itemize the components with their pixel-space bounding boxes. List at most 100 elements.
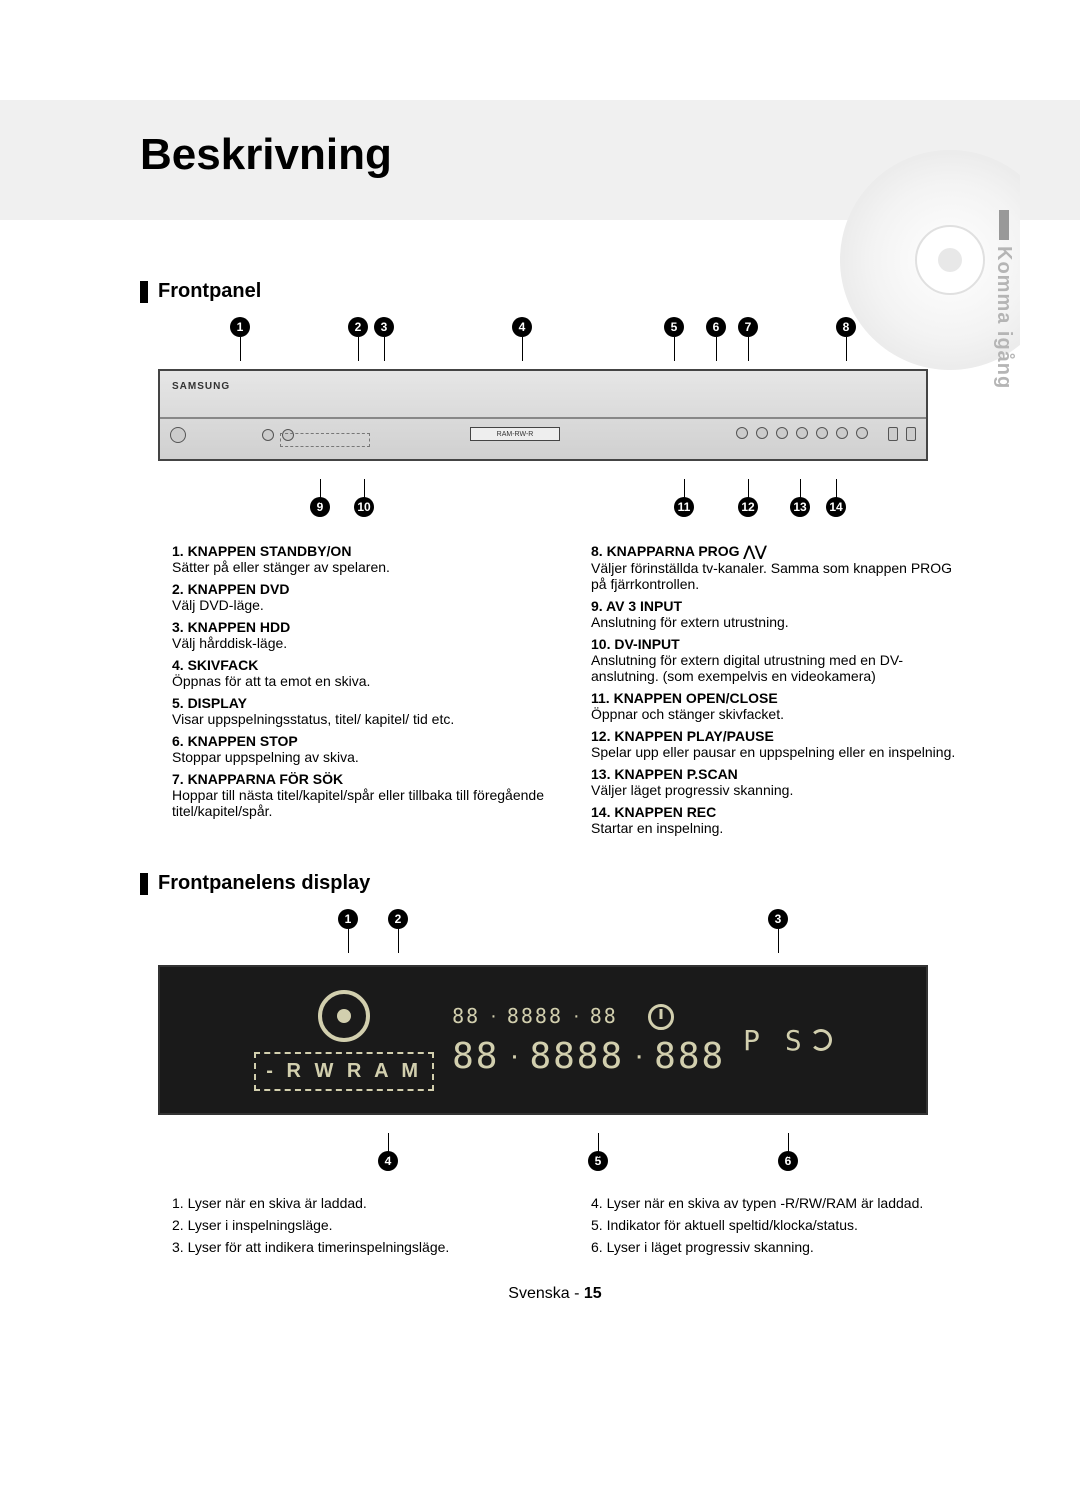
page-footer: Svenska - 15	[140, 1285, 970, 1303]
stop-btn-icon	[756, 427, 768, 439]
callout-bubble: 2	[348, 317, 368, 337]
key-item-title: 9. AV 3 INPUT	[591, 598, 970, 614]
callout-leader	[748, 479, 749, 503]
rw-ram-indicator: - R W R A M	[254, 1052, 434, 1091]
key-item-desc: Välj hårddisk-läge.	[172, 635, 551, 651]
callout-leader	[788, 1133, 789, 1157]
key-item-desc: Anslutning för extern digital utrustning…	[591, 652, 970, 684]
side-tab-bar	[999, 210, 1009, 240]
callout-leader	[778, 929, 779, 953]
callout-bubble: 3	[374, 317, 394, 337]
disc-tray-label: RAM-RW-R	[470, 427, 560, 441]
key-item-title: 6. KNAPPEN STOP	[172, 733, 551, 749]
key-item: 13. KNAPPEN P.SCANVäljer läget progressi…	[591, 766, 970, 798]
frontpanel-key-right: 8. KNAPPARNA PROG ⋀⋁Väljer förinställda …	[591, 543, 970, 842]
display-key: 1. Lyser när en skiva är laddad.2. Lyser…	[172, 1195, 970, 1261]
page: Beskrivning Komma igång Frontpanel 12345…	[0, 0, 1080, 1487]
section-bar	[140, 281, 148, 303]
key-item: 8. KNAPPARNA PROG ⋀⋁Väljer förinställda …	[591, 543, 970, 592]
display-box: - R W R A M 88 · 8888 · 88 88 · 8888 ·	[158, 965, 928, 1115]
av3-dv-port-group	[280, 433, 370, 447]
display-key-left: 1. Lyser när en skiva är laddad.2. Lyser…	[172, 1195, 551, 1261]
key-item: 9. AV 3 INPUTAnslutning för extern utrus…	[591, 598, 970, 630]
disc-indicator-icon	[318, 990, 370, 1042]
key-item-title: 10. DV-INPUT	[591, 636, 970, 652]
key-item: 12. KNAPPEN PLAY/PAUSESpelar upp eller p…	[591, 728, 970, 760]
key-item-desc: Hoppar till nästa titel/kapitel/spår ell…	[172, 787, 551, 819]
callout-bubble: 5	[664, 317, 684, 337]
key-item: 7. KNAPPARNA FÖR SÖKHoppar till nästa ti…	[172, 771, 551, 819]
frontpanel-callouts-bottom: 91011121314	[158, 497, 928, 523]
key-item-title: 4. SKIVFACK	[172, 657, 551, 673]
key-item-title: 11. KNAPPEN OPEN/CLOSE	[591, 690, 970, 706]
key-line: 3. Lyser för att indikera timerinspelnin…	[172, 1239, 551, 1255]
callout-leader	[398, 929, 399, 953]
callout-leader	[348, 929, 349, 953]
callout-leader	[748, 337, 749, 361]
play-btn-icon	[796, 427, 808, 439]
key-item: 1. KNAPPEN STANDBY/ONSätter på eller stä…	[172, 543, 551, 575]
key-item-title: 12. KNAPPEN PLAY/PAUSE	[591, 728, 970, 744]
seg-big: 8888	[529, 1036, 624, 1077]
key-item: 14. KNAPPEN RECStartar en inspelning.	[591, 804, 970, 836]
prog-dn-icon	[906, 427, 916, 441]
key-item: 4. SKIVFACKÖppnas för att ta emot en ski…	[172, 657, 551, 689]
key-line: 4. Lyser när en skiva av typen -R/RW/RAM…	[591, 1195, 970, 1211]
key-item-desc: Öppnar och stänger skivfacket.	[591, 706, 970, 722]
seg-small: 88	[452, 1004, 480, 1030]
ps-ring-icon	[810, 1029, 832, 1051]
section-display-title: Frontpanelens display	[140, 872, 970, 895]
key-item-desc: Spelar upp eller pausar en uppspelning e…	[591, 744, 970, 760]
callout-bubble: 7	[738, 317, 758, 337]
section-bar	[140, 873, 148, 895]
key-item-title: 7. KNAPPARNA FÖR SÖK	[172, 771, 551, 787]
pscan-btn-icon	[836, 427, 848, 439]
dvd-btn-icon	[262, 429, 274, 441]
callout-bubble: 4	[512, 317, 532, 337]
key-item-title: 3. KNAPPEN HDD	[172, 619, 551, 635]
callout-leader	[836, 479, 837, 503]
key-item: 3. KNAPPEN HDDVälj hårddisk-läge.	[172, 619, 551, 651]
side-tab: Komma igång	[992, 210, 1015, 389]
seg-small: 88	[590, 1004, 618, 1030]
section-text: Frontpanel	[158, 280, 261, 303]
callout-bubble: 1	[338, 909, 358, 929]
callout-bubble: 8	[836, 317, 856, 337]
key-item-title: 5. DISPLAY	[172, 695, 551, 711]
key-item-desc: Väljer förinställda tv-kanaler. Samma so…	[591, 560, 970, 592]
key-line: 2. Lyser i inspelningsläge.	[172, 1217, 551, 1233]
callout-leader	[598, 1133, 599, 1157]
callout-leader	[384, 337, 385, 361]
callout-bubble: 6	[706, 317, 726, 337]
footer-page: 15	[584, 1285, 602, 1302]
display-callouts-top: 123	[158, 909, 928, 935]
key-line: 5. Indikator för aktuell speltid/klocka/…	[591, 1217, 970, 1233]
key-line: 6. Lyser i läget progressiv skanning.	[591, 1239, 970, 1255]
device-box: SAMSUNG RAM-RW-R	[158, 369, 928, 461]
open-btn-icon	[736, 427, 748, 439]
footer-sep: -	[570, 1285, 584, 1302]
device-rail	[160, 417, 926, 419]
key-item-title: 8. KNAPPARNA PROG ⋀⋁	[591, 543, 970, 560]
key-item: 11. KNAPPEN OPEN/CLOSEÖppnar och stänger…	[591, 690, 970, 722]
seg-big: 888	[654, 1036, 725, 1077]
key-item: 6. KNAPPEN STOPStoppar uppspelning av sk…	[172, 733, 551, 765]
key-item-desc: Välj DVD-läge.	[172, 597, 551, 613]
key-item-title: 2. KNAPPEN DVD	[172, 581, 551, 597]
key-item: 2. KNAPPEN DVDVälj DVD-läge.	[172, 581, 551, 613]
display-figure: 123 - R W R A M 88 · 8888 · 88 88 ·	[158, 909, 928, 1177]
device-brand: SAMSUNG	[172, 381, 230, 392]
key-item-title: 1. KNAPPEN STANDBY/ON	[172, 543, 551, 559]
footer-lang: Svenska	[508, 1285, 569, 1302]
callout-leader	[800, 479, 801, 503]
key-item-desc: Visar uppspelningsstatus, titel/ kapitel…	[172, 711, 551, 727]
callout-leader	[684, 479, 685, 503]
callout-leader	[240, 337, 241, 361]
callout-leader	[716, 337, 717, 361]
frontpanel-key: 1. KNAPPEN STANDBY/ONSätter på eller stä…	[172, 543, 970, 842]
callout-bubble: 2	[388, 909, 408, 929]
key-item-desc: Anslutning för extern utrustning.	[591, 614, 970, 630]
prog-up-icon	[888, 427, 898, 441]
timer-icon	[648, 1004, 674, 1030]
key-item-desc: Stoppar uppspelning av skiva.	[172, 749, 551, 765]
